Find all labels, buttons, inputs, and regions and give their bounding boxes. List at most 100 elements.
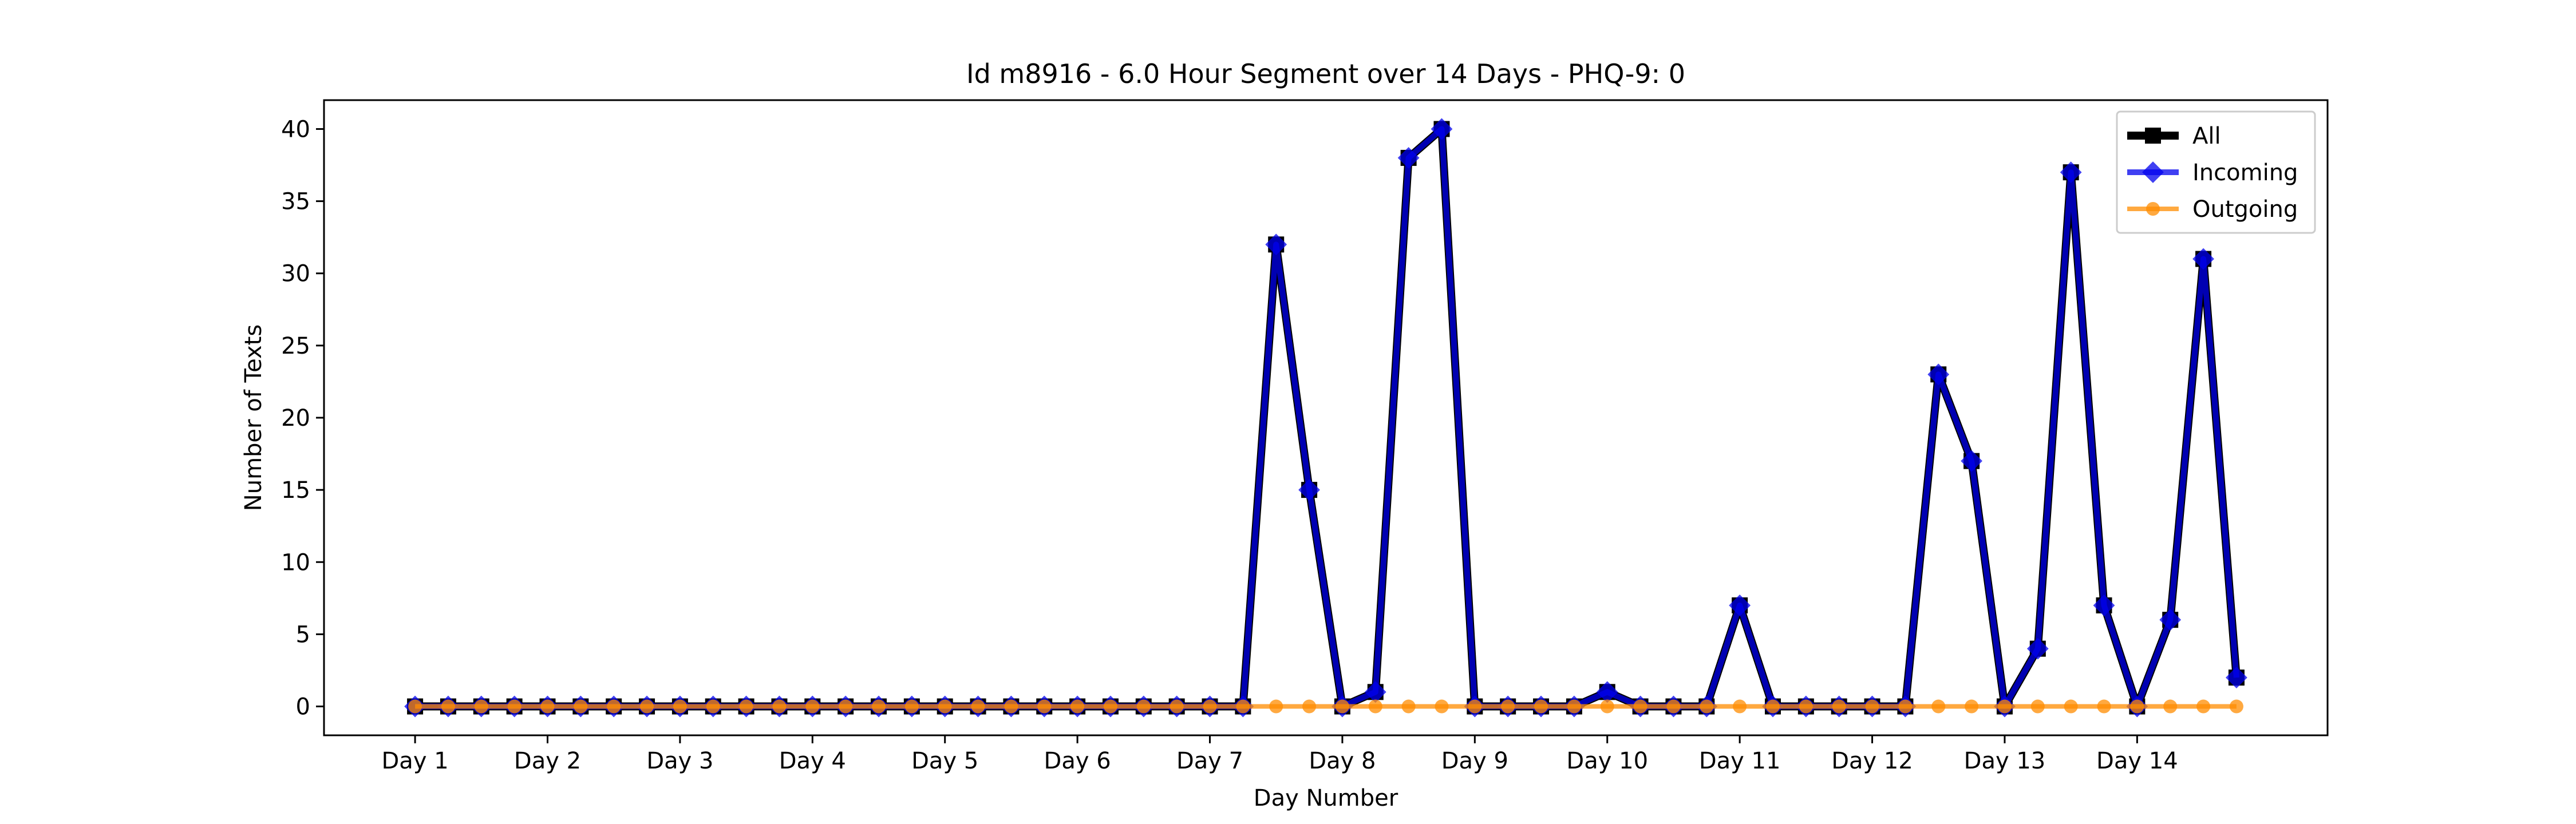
- data-point: [1501, 699, 1515, 714]
- y-tick-label: 10: [281, 549, 310, 576]
- data-point: [1600, 699, 1614, 714]
- data-point: [2097, 699, 2111, 714]
- data-point: [1004, 699, 1018, 714]
- y-tick-label: 35: [281, 189, 310, 215]
- data-point: [1070, 699, 1085, 714]
- data-point: [2064, 699, 2078, 714]
- data-point: [1997, 699, 2012, 714]
- data-point: [739, 699, 753, 714]
- x-tick-label: Day 6: [1044, 748, 1111, 774]
- x-tick-label: Day 2: [514, 748, 581, 774]
- data-point: [1103, 699, 1117, 714]
- x-tick-label: Day 10: [1566, 748, 1648, 774]
- legend-item: All: [2127, 123, 2221, 149]
- y-tick-label: 5: [296, 621, 310, 648]
- x-tick-label: Day 4: [779, 748, 846, 774]
- legend-label: All: [2192, 123, 2221, 149]
- data-point: [1236, 699, 1250, 714]
- x-tick-label: Day 8: [1309, 748, 1376, 774]
- data-point: [2093, 595, 2115, 616]
- y-tick-label: 0: [296, 694, 310, 720]
- data-point: [1733, 699, 1747, 714]
- y-tick-label: 40: [281, 116, 310, 142]
- chart-title: Id m8916 - 6.0 Hour Segment over 14 Days…: [966, 58, 1685, 89]
- legend-label: Incoming: [2192, 160, 2298, 186]
- data-point: [1435, 699, 1449, 714]
- x-tick-label: Day 5: [911, 748, 978, 774]
- data-point: [474, 699, 488, 714]
- legend-swatch-marker: [2145, 128, 2161, 144]
- x-tick-label: Day 14: [2096, 748, 2178, 774]
- x-tick-label: Day 7: [1176, 748, 1243, 774]
- data-point: [1666, 699, 1681, 714]
- y-tick-label: 30: [281, 261, 310, 287]
- data-point: [408, 699, 422, 714]
- data-point: [507, 699, 521, 714]
- legend-label: Outgoing: [2192, 196, 2298, 223]
- data-point: [706, 699, 720, 714]
- data-point: [574, 699, 588, 714]
- legend-swatch-marker: [2142, 161, 2164, 183]
- data-point: [1368, 699, 1382, 714]
- data-point: [1567, 699, 1581, 714]
- data-point: [872, 699, 886, 714]
- data-point: [839, 699, 853, 714]
- legend: All Incoming Outgoing: [2116, 110, 2316, 234]
- data-point: [673, 699, 687, 714]
- legend-box: [2116, 110, 2316, 234]
- x-tick-label: Day 3: [646, 748, 713, 774]
- data-point: [1468, 699, 1482, 714]
- data-point: [1965, 699, 1979, 714]
- x-tick-label: Day 12: [1831, 748, 1913, 774]
- data-point: [540, 699, 555, 714]
- x-axis-ticks: Day 1 Day 2 Day 3 Day 4 Day 5 Day 6 Day 7 Day 8…: [382, 735, 2178, 774]
- x-axis-label: Day Number: [1254, 785, 1398, 811]
- data-point: [1633, 699, 1647, 714]
- data-point: [2163, 699, 2178, 714]
- data-point: [904, 699, 919, 714]
- data-point: [441, 699, 455, 714]
- data-point: [607, 699, 621, 714]
- data-point: [2196, 699, 2211, 714]
- data-point: [1302, 699, 1317, 714]
- data-point: [1364, 681, 1386, 703]
- data-point: [1534, 699, 1548, 714]
- y-tick-label: 15: [281, 477, 310, 504]
- data-point: [1799, 699, 1813, 714]
- x-tick-label: Day 1: [382, 748, 449, 774]
- data-point: [2159, 609, 2182, 631]
- y-tick-label: 20: [281, 405, 310, 431]
- data-point: [1765, 699, 1780, 714]
- y-tick-label: 25: [281, 333, 310, 359]
- data-point: [1298, 479, 1320, 501]
- plot-series: [404, 118, 2247, 718]
- data-point: [1865, 699, 1879, 714]
- data-point: [1898, 699, 1913, 714]
- data-point: [805, 699, 820, 714]
- y-axis-label: Number of Texts: [240, 324, 267, 511]
- data-point: [2192, 248, 2214, 270]
- data-point: [1927, 363, 1950, 386]
- series-outgoing: [408, 699, 2243, 714]
- legend-item: Outgoing: [2127, 196, 2298, 223]
- legend-item: Incoming: [2127, 160, 2298, 186]
- x-tick-label: Day 11: [1699, 748, 1781, 774]
- data-point: [1431, 118, 1453, 140]
- data-point: [1269, 699, 1283, 714]
- data-point: [938, 699, 952, 714]
- data-point: [1335, 699, 1349, 714]
- data-point: [1931, 699, 1946, 714]
- data-point: [1700, 699, 1714, 714]
- data-point: [1596, 681, 1618, 703]
- plot-frame: [323, 99, 2329, 736]
- data-point: [2130, 699, 2144, 714]
- data-point: [1832, 699, 1846, 714]
- data-point: [2026, 637, 2049, 660]
- data-point: [772, 699, 787, 714]
- legend-swatch-marker: [2146, 202, 2160, 216]
- data-point: [1729, 595, 1751, 616]
- data-point: [1037, 699, 1052, 714]
- y-axis-ticks: 0 5 10 15 20 25 30 35 40: [281, 116, 324, 720]
